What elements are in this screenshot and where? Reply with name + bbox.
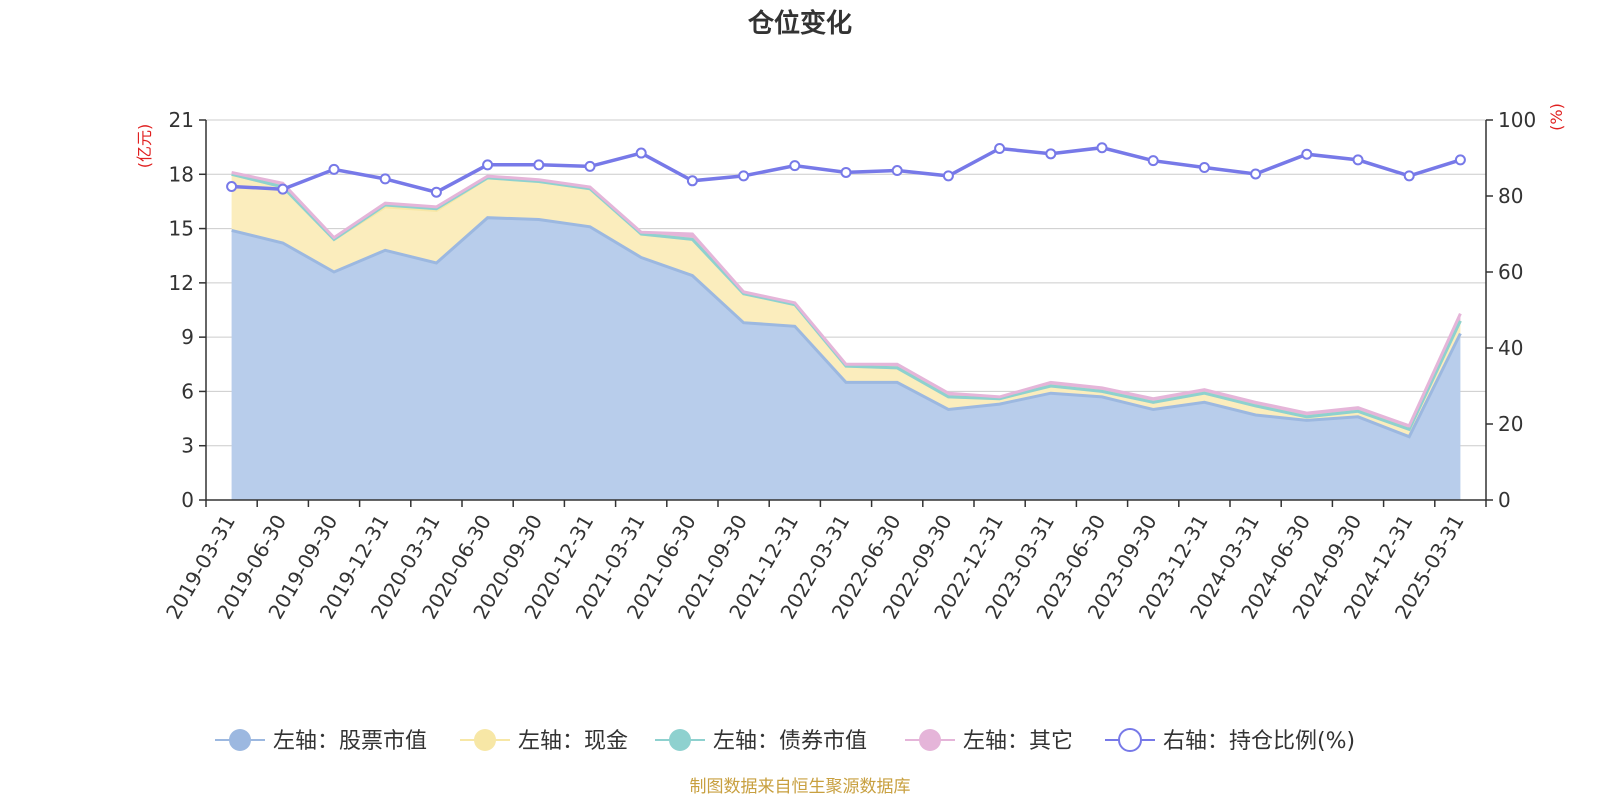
ratio-point — [1147, 155, 1159, 167]
ratio-point — [1045, 148, 1057, 160]
ratio-point — [584, 160, 596, 172]
legend-marker — [919, 729, 941, 751]
left-tick-label: 12 — [169, 271, 194, 295]
area-edge-4 — [231, 171, 1462, 428]
ratio-point — [1454, 154, 1466, 166]
right-axis-unit: (%) — [1547, 103, 1566, 131]
right-tick-label: 100 — [1498, 108, 1536, 132]
legend: 左轴：股票市值 左轴：现金 左轴：债券市值 左轴：其它 右轴：持仓比例(%) — [215, 728, 1355, 754]
ratio-point — [226, 181, 238, 192]
ratio-point — [328, 163, 340, 175]
legend-label: 左轴：债券市值 — [713, 729, 867, 754]
ratio-point — [1301, 148, 1313, 160]
legend-marker — [474, 729, 496, 751]
ratio-point — [430, 186, 442, 198]
right-tick-label: 0 — [1498, 488, 1511, 512]
ratio-point — [277, 183, 289, 195]
area-1 — [231, 217, 1461, 500]
ratio-point — [891, 165, 903, 177]
ratio-point — [1403, 170, 1415, 182]
source-note: 制图数据来自恒生聚源数据库 — [690, 777, 911, 797]
legend-label: 左轴：现金 — [518, 729, 628, 754]
area-edge-3 — [231, 172, 1462, 432]
left-tick-label: 0 — [181, 488, 194, 512]
left-tick-label: 3 — [181, 434, 194, 458]
right-tick-label: 20 — [1498, 412, 1523, 436]
legend-marker — [669, 729, 691, 751]
left-axis-unit: (亿元) — [135, 124, 154, 169]
left-tick-label: 18 — [169, 162, 194, 186]
left-tick-label: 15 — [169, 217, 194, 241]
chart-title: 仓位变化 — [747, 8, 852, 39]
ratio-point — [1250, 168, 1262, 180]
ratio-point — [994, 143, 1006, 154]
legend-marker — [1118, 728, 1142, 752]
legend-item-1: 左轴：股票市值 — [215, 729, 427, 754]
right-tick-label: 60 — [1498, 260, 1523, 284]
legend-item-2: 左轴：现金 — [460, 729, 628, 754]
ratio-point — [1096, 142, 1108, 154]
legend-label: 左轴：其它 — [963, 729, 1073, 754]
ratio-point — [482, 159, 494, 171]
left-tick-label: 9 — [181, 325, 194, 349]
ratio-point — [686, 175, 698, 187]
ratio-point — [635, 147, 647, 159]
ratio-point — [1352, 154, 1364, 166]
legend-item-3: 左轴：债券市值 — [655, 729, 867, 754]
legend-label: 左轴：股票市值 — [273, 729, 427, 754]
ratio-line — [226, 142, 1466, 198]
right-tick-label: 80 — [1498, 184, 1523, 208]
ratio-point — [942, 170, 954, 182]
ratio-point — [789, 160, 801, 172]
left-tick-label: 6 — [181, 379, 194, 403]
ratio-point — [379, 173, 391, 185]
right-tick-label: 40 — [1498, 336, 1523, 360]
stacked-areas — [231, 171, 1462, 500]
ratio-point — [533, 159, 545, 171]
area-edge-1 — [231, 216, 1462, 439]
legend-marker — [229, 729, 251, 751]
ratio-point — [738, 170, 750, 182]
legend-item-4: 左轴：其它 — [905, 729, 1073, 754]
left-tick-label: 21 — [169, 108, 194, 132]
ratio-point — [1198, 162, 1210, 173]
ratio-point — [840, 166, 852, 178]
legend-label: 右轴：持仓比例(%) — [1163, 729, 1355, 754]
legend-item-5: 右轴：持仓比例(%) — [1105, 728, 1355, 754]
